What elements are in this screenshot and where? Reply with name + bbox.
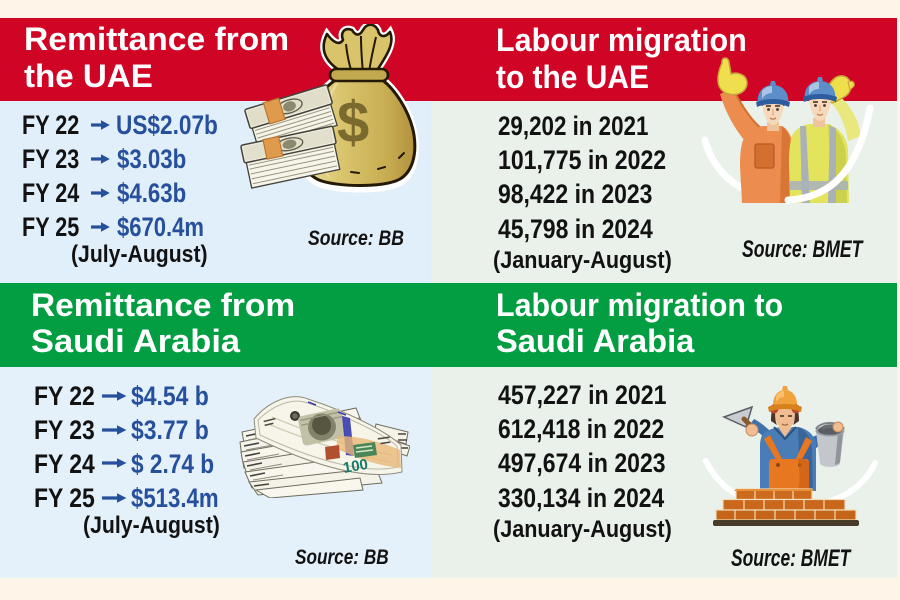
svg-text:$: $ [337,90,369,155]
svg-text:100: 100 [342,456,370,477]
